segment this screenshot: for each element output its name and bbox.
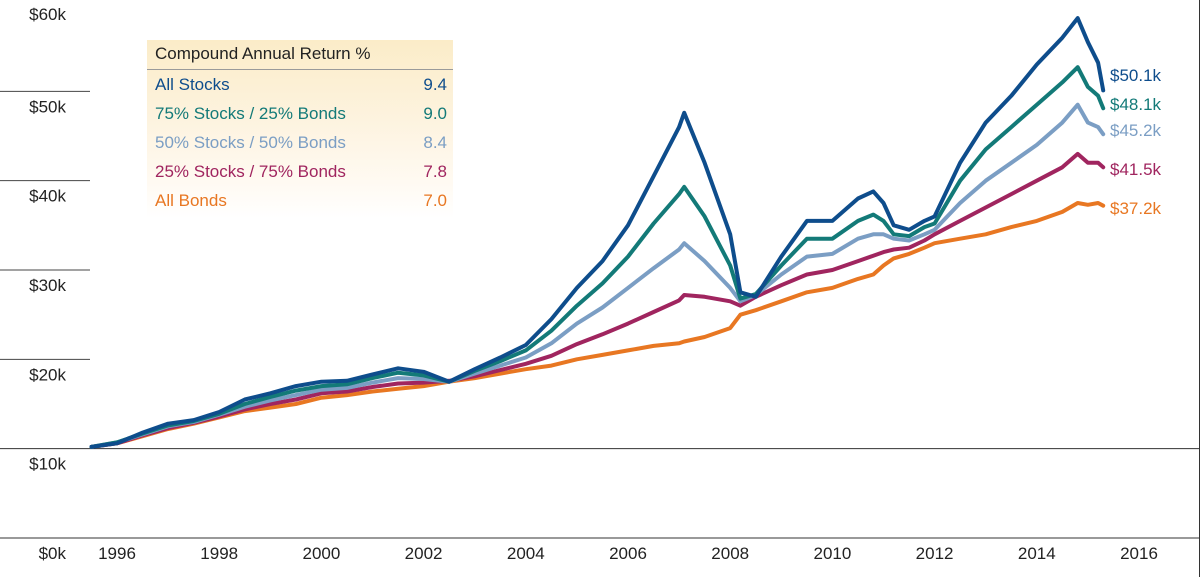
- x-axis-ticks: 1996 1998 2000 2002 2004 2006 2008 2010 2012 2014…: [98, 544, 1158, 563]
- x-tick-label: 2016: [1120, 544, 1158, 563]
- y-tick-label: $10k: [29, 455, 66, 474]
- y-tick-label: $50k: [29, 97, 66, 116]
- y-tick-label: $20k: [29, 365, 66, 384]
- y-axis-ticks: $0k $10k $20k $30k $40k $50k $60k: [29, 5, 66, 563]
- legend-item-label: 50% Stocks / 50% Bonds: [155, 133, 346, 152]
- x-tick-label: 2012: [916, 544, 954, 563]
- x-tick-label: 2004: [507, 544, 545, 563]
- end-value-labels: $50.1k $48.1k $45.2k $41.5k $37.2k: [1110, 66, 1162, 218]
- series-line: [89, 65, 1106, 449]
- series-line: [89, 102, 1106, 449]
- x-tick-label: 2000: [302, 544, 340, 563]
- end-value-label: $41.5k: [1110, 160, 1162, 179]
- legend-item: 75% Stocks / 25% Bonds 9.0: [155, 104, 447, 128]
- y-tick-label: $0k: [39, 544, 67, 563]
- legend-item-label: All Stocks: [155, 75, 230, 94]
- legend-item-return: 9.0: [423, 104, 447, 123]
- series-line: [89, 16, 1106, 449]
- legend-item-label: 75% Stocks / 25% Bonds: [155, 104, 346, 123]
- x-tick-label: 2010: [813, 544, 851, 563]
- y-tick-label: $60k: [29, 5, 66, 24]
- legend-item: All Bonds 7.0: [155, 191, 447, 215]
- x-tick-label: 2008: [711, 544, 749, 563]
- y-tick-label: $30k: [29, 276, 66, 295]
- end-value-label: $48.1k: [1110, 95, 1162, 114]
- legend-item-label: All Bonds: [155, 191, 227, 210]
- legend-item: All Stocks 9.4: [155, 75, 447, 99]
- legend-title: Compound Annual Return %: [155, 44, 371, 63]
- legend-item-return: 9.4: [423, 75, 447, 94]
- legend-item: 50% Stocks / 50% Bonds 8.4: [155, 133, 447, 157]
- series-line: [89, 201, 1106, 449]
- x-tick-label: 2006: [609, 544, 647, 563]
- end-value-label: $50.1k: [1110, 66, 1162, 85]
- series-lines: [89, 16, 1106, 449]
- x-tick-label: 2002: [405, 544, 443, 563]
- legend-item-return: 7.0: [423, 191, 447, 210]
- x-tick-label: 1996: [98, 544, 136, 563]
- end-value-label: $45.2k: [1110, 121, 1162, 140]
- series-line: [89, 151, 1106, 449]
- legend-item-return: 7.8: [423, 162, 447, 181]
- x-tick-label: 1998: [200, 544, 238, 563]
- legend-item-label: 25% Stocks / 75% Bonds: [155, 162, 346, 181]
- legend-divider: [147, 69, 453, 70]
- end-value-label: $37.2k: [1110, 199, 1162, 218]
- y-tick-label: $40k: [29, 187, 66, 206]
- legend-item-return: 8.4: [423, 133, 447, 152]
- legend-item: 25% Stocks / 75% Bonds 7.8: [155, 162, 447, 186]
- x-tick-label: 2014: [1018, 544, 1056, 563]
